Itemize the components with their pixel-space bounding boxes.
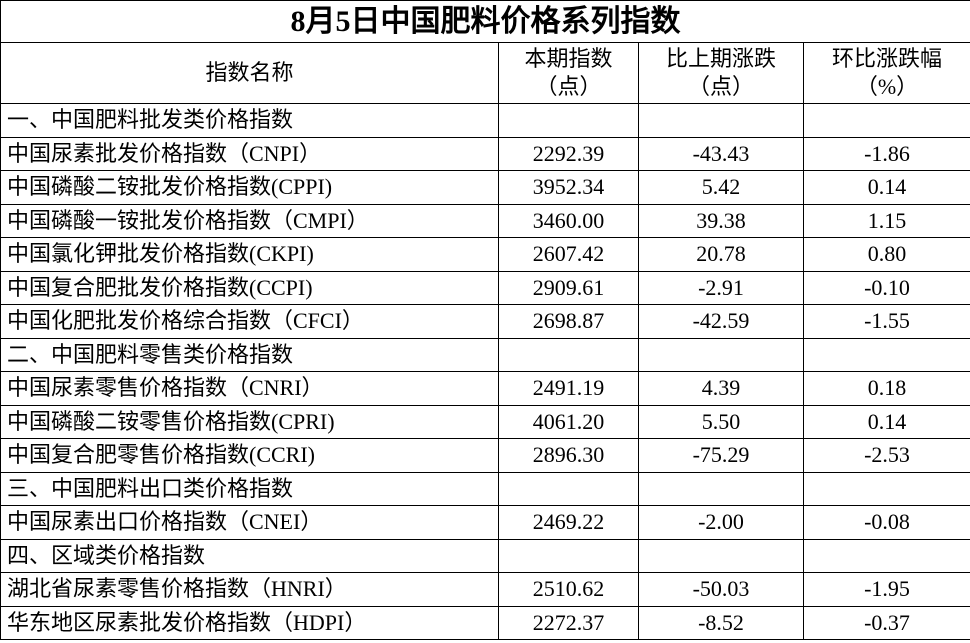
index-value: -43.43 xyxy=(638,136,804,171)
index-value: -2.53 xyxy=(803,438,970,473)
header-cell: 环比涨跌幅 （%） xyxy=(803,42,970,104)
header-text: 指数名称 xyxy=(205,60,294,85)
data-row: 中国磷酸二铵批发价格指数(CPPI) 3952.34 5.42 0.14 xyxy=(0,170,970,205)
index-value: 5.50 xyxy=(638,404,804,439)
index-name: 中国磷酸二铵批发价格指数(CPPI) xyxy=(0,170,499,205)
section-row: 二、中国肥料零售类价格指数 xyxy=(0,337,970,372)
data-row: 中国尿素零售价格指数（CNRI） 2491.19 4.39 0.18 xyxy=(0,371,970,406)
table-title: 8月5日中国肥料价格系列指数 xyxy=(0,0,970,43)
index-value: 0.18 xyxy=(803,371,970,406)
index-value: 1.15 xyxy=(803,203,970,238)
data-row: 中国复合肥零售价格指数(CCRI) 2896.30 -75.29 -2.53 xyxy=(0,438,970,473)
index-name: 中国磷酸二铵零售价格指数(CPRI) xyxy=(0,404,499,439)
index-value: 2896.30 xyxy=(498,438,639,473)
index-value: 2469.22 xyxy=(498,505,639,540)
title-row: 8月5日中国肥料价格系列指数 xyxy=(0,0,970,43)
index-value: 5.42 xyxy=(638,170,804,205)
index-value: 0.14 xyxy=(803,170,970,205)
header-text: （%） xyxy=(855,74,919,99)
header-row: 指数名称 本期指数 （点） 比上期涨跌 （点） 环比涨跌幅 （%） xyxy=(0,42,970,104)
section-row: 一、中国肥料批发类价格指数 xyxy=(0,103,970,138)
data-row: 中国尿素出口价格指数（CNEI） 2469.22 -2.00 -0.08 xyxy=(0,505,970,540)
section-title: 四、区域类价格指数 xyxy=(0,538,499,573)
header-cell: 比上期涨跌 （点） xyxy=(638,42,804,104)
index-value: 39.38 xyxy=(638,203,804,238)
index-value: -0.08 xyxy=(803,505,970,540)
data-row: 华东地区尿素批发价格指数（HDPI） 2272.37 -8.52 -0.37 xyxy=(0,605,970,640)
empty-cell xyxy=(638,103,804,138)
index-name: 中国尿素零售价格指数（CNRI） xyxy=(0,371,499,406)
empty-cell xyxy=(638,538,804,573)
section-title: 二、中国肥料零售类价格指数 xyxy=(0,337,499,372)
header-text: （点） xyxy=(535,74,602,99)
header-text: （点） xyxy=(687,74,754,99)
empty-cell xyxy=(803,337,970,372)
section-row: 三、中国肥料出口类价格指数 xyxy=(0,471,970,506)
empty-cell xyxy=(803,471,970,506)
index-value: -50.03 xyxy=(638,572,804,607)
index-value: -42.59 xyxy=(638,304,804,339)
index-value: -1.95 xyxy=(803,572,970,607)
index-value: -2.91 xyxy=(638,270,804,305)
data-row: 中国氯化钾批发价格指数(CKPI) 2607.42 20.78 0.80 xyxy=(0,237,970,272)
index-name: 中国尿素批发价格指数（CNPI） xyxy=(0,136,499,171)
index-name: 中国复合肥批发价格指数(CCPI) xyxy=(0,270,499,305)
section-row: 四、区域类价格指数 xyxy=(0,538,970,573)
index-value: 3460.00 xyxy=(498,203,639,238)
empty-cell xyxy=(498,471,639,506)
data-row: 中国磷酸一铵批发价格指数（CMPI） 3460.00 39.38 1.15 xyxy=(0,203,970,238)
index-value: 2272.37 xyxy=(498,605,639,640)
data-row: 中国尿素批发价格指数（CNPI） 2292.39 -43.43 -1.86 xyxy=(0,136,970,171)
index-value: -75.29 xyxy=(638,438,804,473)
empty-cell xyxy=(803,538,970,573)
empty-cell xyxy=(498,103,639,138)
index-name: 中国磷酸一铵批发价格指数（CMPI） xyxy=(0,203,499,238)
empty-cell xyxy=(498,337,639,372)
index-name: 中国氯化钾批发价格指数(CKPI) xyxy=(0,237,499,272)
empty-cell xyxy=(803,103,970,138)
index-value: -2.00 xyxy=(638,505,804,540)
data-row: 中国复合肥批发价格指数(CCPI) 2909.61 -2.91 -0.10 xyxy=(0,270,970,305)
index-name: 湖北省尿素零售价格指数（HNRI） xyxy=(0,572,499,607)
index-name: 华东地区尿素批发价格指数（HDPI） xyxy=(0,605,499,640)
index-value: 2491.19 xyxy=(498,371,639,406)
index-value: 20.78 xyxy=(638,237,804,272)
index-value: -0.37 xyxy=(803,605,970,640)
data-row: 中国化肥批发价格综合指数（CFCI） 2698.87 -42.59 -1.55 xyxy=(0,304,970,339)
empty-cell xyxy=(498,538,639,573)
data-row: 中国磷酸二铵零售价格指数(CPRI) 4061.20 5.50 0.14 xyxy=(0,404,970,439)
index-value: 2909.61 xyxy=(498,270,639,305)
index-value: 4.39 xyxy=(638,371,804,406)
index-value: 0.80 xyxy=(803,237,970,272)
header-cell: 指数名称 xyxy=(0,42,499,104)
index-value: 2698.87 xyxy=(498,304,639,339)
index-name: 中国化肥批发价格综合指数（CFCI） xyxy=(0,304,499,339)
index-value: -1.55 xyxy=(803,304,970,339)
data-row: 湖北省尿素零售价格指数（HNRI） 2510.62 -50.03 -1.95 xyxy=(0,572,970,607)
index-value: -1.86 xyxy=(803,136,970,171)
empty-cell xyxy=(638,471,804,506)
index-value: 2510.62 xyxy=(498,572,639,607)
index-value: 3952.34 xyxy=(498,170,639,205)
index-name: 中国尿素出口价格指数（CNEI） xyxy=(0,505,499,540)
header-text: 比上期涨跌 xyxy=(665,46,776,71)
section-title: 三、中国肥料出口类价格指数 xyxy=(0,471,499,506)
index-value: 2607.42 xyxy=(498,237,639,272)
index-name: 中国复合肥零售价格指数(CCRI) xyxy=(0,438,499,473)
index-value: -0.10 xyxy=(803,270,970,305)
empty-cell xyxy=(638,337,804,372)
index-value: 0.14 xyxy=(803,404,970,439)
index-value: 4061.20 xyxy=(498,404,639,439)
header-text: 本期指数 xyxy=(524,46,613,71)
header-text: 环比涨跌幅 xyxy=(831,46,942,71)
section-title: 一、中国肥料批发类价格指数 xyxy=(0,103,499,138)
header-cell: 本期指数 （点） xyxy=(498,42,639,104)
index-value: 2292.39 xyxy=(498,136,639,171)
index-value: -8.52 xyxy=(638,605,804,640)
